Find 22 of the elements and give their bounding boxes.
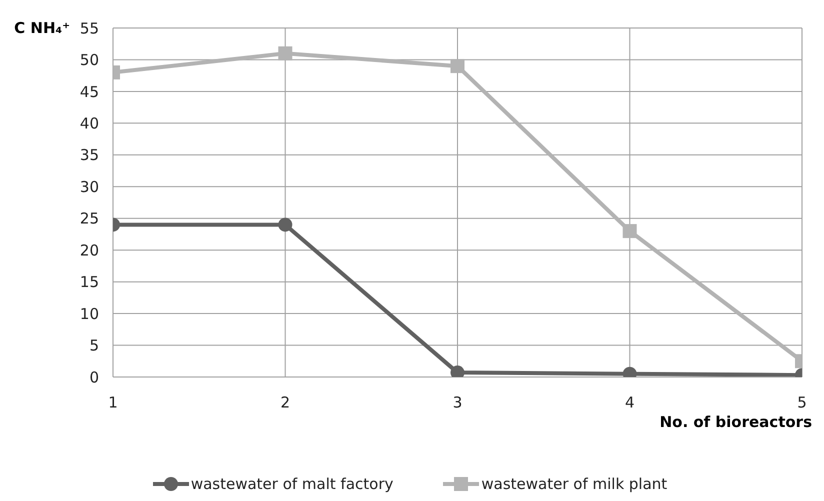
y-tick-label: 55 <box>80 19 99 38</box>
y-tick-label: 0 <box>89 368 99 386</box>
x-tick-label: 4 <box>624 394 635 412</box>
y-axis-title: C NH₄⁺ <box>14 19 70 37</box>
y-tick-label: 15 <box>80 273 99 292</box>
x-tick-label: 2 <box>280 394 290 412</box>
y-tick-label: 30 <box>80 178 99 196</box>
point <box>450 59 464 74</box>
x-tick-label: 1 <box>108 394 118 412</box>
y-tick-label: 50 <box>80 51 99 70</box>
y-tick-label: 20 <box>80 241 99 260</box>
legend-label: wastewater of malt factory <box>190 475 394 493</box>
y-tick-label: 25 <box>80 210 99 228</box>
y-tick-label: 40 <box>80 114 99 133</box>
y-tick-label: 45 <box>80 82 99 101</box>
y-tick-label: 5 <box>89 336 99 355</box>
y-tick-label: 35 <box>80 146 99 164</box>
x-axis-title: No. of bioreactors <box>660 413 812 431</box>
x-tick-label: 5 <box>797 394 807 412</box>
x-tick-label: 3 <box>452 394 462 412</box>
legend-label: wastewater of milk plant <box>481 475 668 493</box>
y-tick-label: 10 <box>80 304 99 323</box>
